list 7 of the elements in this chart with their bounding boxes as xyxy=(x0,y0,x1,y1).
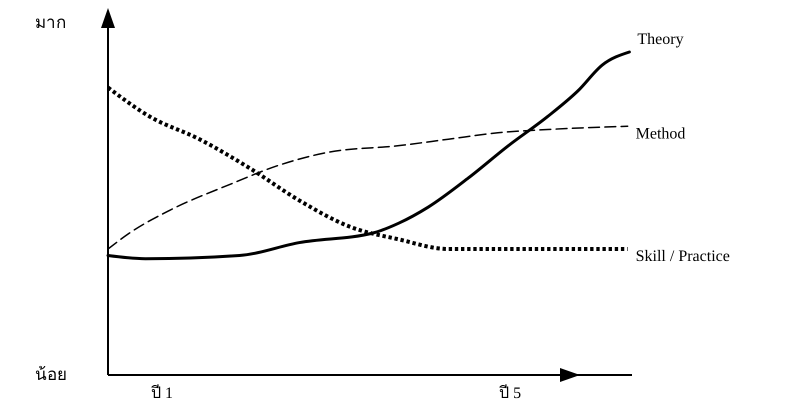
text: มาก xyxy=(35,13,66,32)
text: น้อย xyxy=(35,365,67,384)
series-label: Theory xyxy=(637,31,684,48)
x-tick-label: ปี 5 xyxy=(499,384,522,402)
series-label: Method xyxy=(636,125,686,142)
series-label: Skill / Practice xyxy=(636,248,730,266)
x-tick-label: ปี 1 xyxy=(150,384,173,402)
